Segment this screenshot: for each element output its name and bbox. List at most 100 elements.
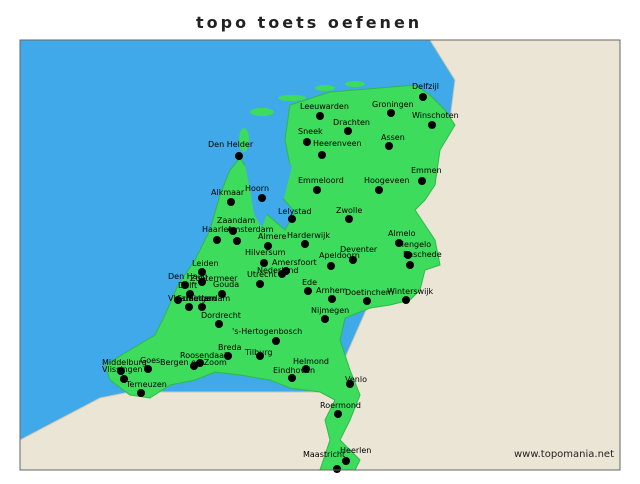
city-dot — [196, 359, 204, 367]
city-dot — [233, 237, 241, 245]
city-dot — [198, 268, 206, 276]
city-dot — [345, 215, 353, 223]
city-label: Roermond — [320, 401, 361, 410]
city-label: Delfzijl — [412, 82, 439, 91]
city-label: Delft — [178, 281, 197, 290]
city-dot — [260, 259, 268, 267]
city-dot — [313, 186, 321, 194]
city-label: Roosendaal — [180, 351, 226, 360]
city-dot — [406, 261, 414, 269]
city-dot — [328, 295, 336, 303]
city-label: Heerenveen — [313, 139, 362, 148]
city-dot — [302, 365, 310, 373]
city-dot — [137, 389, 145, 397]
city-label: Zoetermeer — [190, 274, 238, 283]
city-label: Alkmaar — [211, 188, 245, 197]
city-dot — [316, 112, 324, 120]
city-dot — [387, 109, 395, 117]
city-dot — [190, 362, 198, 370]
netherlands — [104, 84, 456, 471]
city-dot — [174, 296, 182, 304]
city-label: Hoogeveen — [364, 176, 409, 185]
city-dot — [215, 320, 223, 328]
city-label: Doetinchem — [345, 288, 394, 297]
city-label: Winschoten — [412, 111, 459, 120]
city-dot — [334, 410, 342, 418]
city-label: Maastricht — [303, 450, 345, 459]
city-label: Leeuwarden — [300, 102, 349, 111]
city-dot — [256, 280, 264, 288]
city-label: Venlo — [345, 375, 367, 384]
city-dot — [227, 198, 235, 206]
city-label: Zwolle — [336, 206, 362, 215]
city-dot — [288, 374, 296, 382]
city-label: Haarlem — [202, 225, 236, 234]
city-dot — [278, 270, 286, 278]
city-dot — [117, 367, 125, 375]
city-label: Den Helder — [208, 140, 254, 149]
city-dot — [385, 142, 393, 150]
city-label: 's-Hertogenbosch — [232, 327, 302, 336]
title: topo toets oefenen — [196, 13, 422, 32]
city-label: Groningen — [372, 100, 414, 109]
city-label: Tilburg — [244, 348, 272, 357]
city-dot — [346, 380, 354, 388]
city-dot — [304, 287, 312, 295]
city-label: Rotterdam — [188, 294, 230, 303]
city-dot — [258, 194, 266, 202]
map-frame — [19, 39, 621, 471]
city-dot — [395, 239, 403, 247]
city-label: Deventer — [340, 245, 378, 254]
city-dot — [213, 236, 221, 244]
city-dot — [198, 303, 206, 311]
city-label: Winterswijk — [387, 287, 434, 296]
city-label: Middelburg — [102, 358, 147, 367]
wadden-islands — [239, 81, 365, 152]
city-dot — [428, 121, 436, 129]
city-label: Hoorn — [245, 184, 269, 193]
city-dot — [344, 127, 352, 135]
city-label: Gouda — [213, 280, 239, 289]
city-label: Goes — [140, 356, 160, 365]
city-dot — [144, 365, 152, 373]
city-label: Emmen — [411, 166, 442, 175]
city-label: Drachten — [333, 118, 370, 127]
city-label: Utrecht — [247, 270, 277, 279]
city-label: Ede — [302, 278, 317, 287]
city-dot — [419, 93, 427, 101]
city-dot — [272, 337, 280, 345]
city-dot — [418, 177, 426, 185]
city-label: Apeldoorn — [319, 251, 360, 260]
city-label: Dordrecht — [201, 311, 241, 320]
city-dot — [218, 290, 226, 298]
city-label: Lelystad — [278, 207, 311, 216]
city-label: Vlissingen — [102, 365, 143, 374]
city-label: Heerlen — [340, 446, 371, 455]
city-label: Amsterdam — [227, 225, 274, 234]
city-label: Vlaardingen — [168, 294, 216, 303]
city-dot — [264, 242, 272, 250]
city-dot — [301, 240, 309, 248]
city-dot — [318, 151, 326, 159]
city-dot — [288, 215, 296, 223]
city-dot — [235, 152, 243, 160]
ijsselmeer — [245, 150, 292, 228]
city-dot — [327, 262, 335, 270]
city-label: Leiden — [192, 259, 219, 268]
city-label: Hengelo — [398, 240, 431, 249]
city-dot — [185, 303, 193, 311]
city-dot — [198, 278, 206, 286]
city-label: Enschede — [403, 250, 442, 259]
city-dot — [229, 227, 237, 235]
city-dot — [186, 290, 194, 298]
city-label: Zaandam — [217, 216, 255, 225]
city-dot — [342, 457, 350, 465]
city-label: Eindhoven — [273, 366, 315, 375]
city-label: Terneuzen — [125, 380, 167, 389]
city-label: Sneek — [298, 127, 323, 136]
city-dot — [375, 186, 383, 194]
city-label: Almelo — [388, 229, 416, 238]
city-dot — [404, 251, 412, 259]
city-dot — [402, 296, 410, 304]
city-label: Nederland — [257, 266, 298, 275]
